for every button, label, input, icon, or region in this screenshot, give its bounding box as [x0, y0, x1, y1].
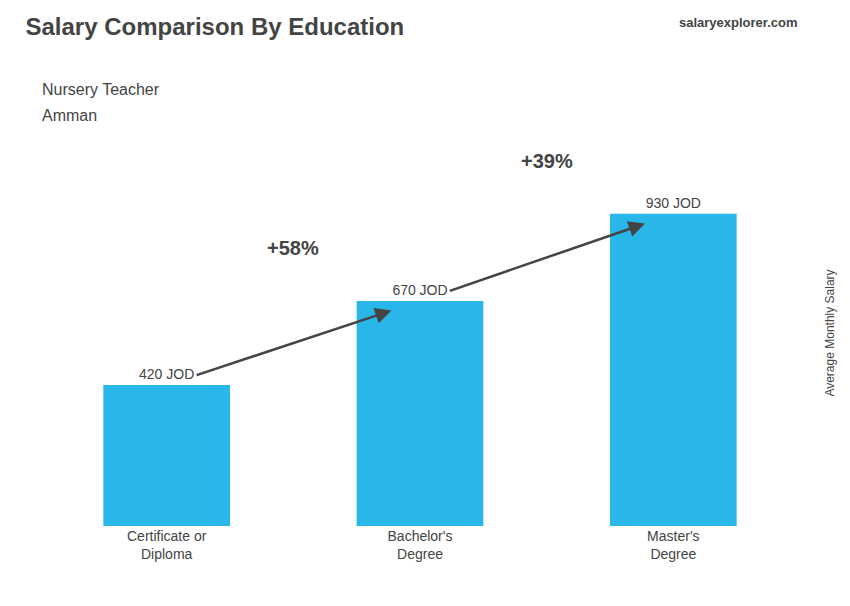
- svg-text:Bachelor'sDegree: Bachelor'sDegree: [388, 528, 453, 562]
- svg-text:Average Monthly Salary: Average Monthly Salary: [823, 269, 837, 396]
- svg-text:+39%: +39%: [521, 150, 573, 172]
- svg-text:Certificate orDiploma: Certificate orDiploma: [127, 528, 207, 562]
- svg-text:420 JOD: 420 JOD: [139, 366, 194, 382]
- svg-text:Nursery Teacher: Nursery Teacher: [42, 81, 160, 98]
- svg-text:Salary Comparison By Education: Salary Comparison By Education: [26, 13, 405, 40]
- svg-text:salaryexplorer.com: salaryexplorer.com: [679, 15, 798, 30]
- svg-text:Amman: Amman: [42, 107, 97, 124]
- svg-text:Master'sDegree: Master'sDegree: [647, 528, 699, 562]
- svg-text:+58%: +58%: [267, 237, 319, 259]
- svg-text:670 JOD: 670 JOD: [392, 282, 447, 298]
- svg-text:930 JOD: 930 JOD: [646, 195, 701, 211]
